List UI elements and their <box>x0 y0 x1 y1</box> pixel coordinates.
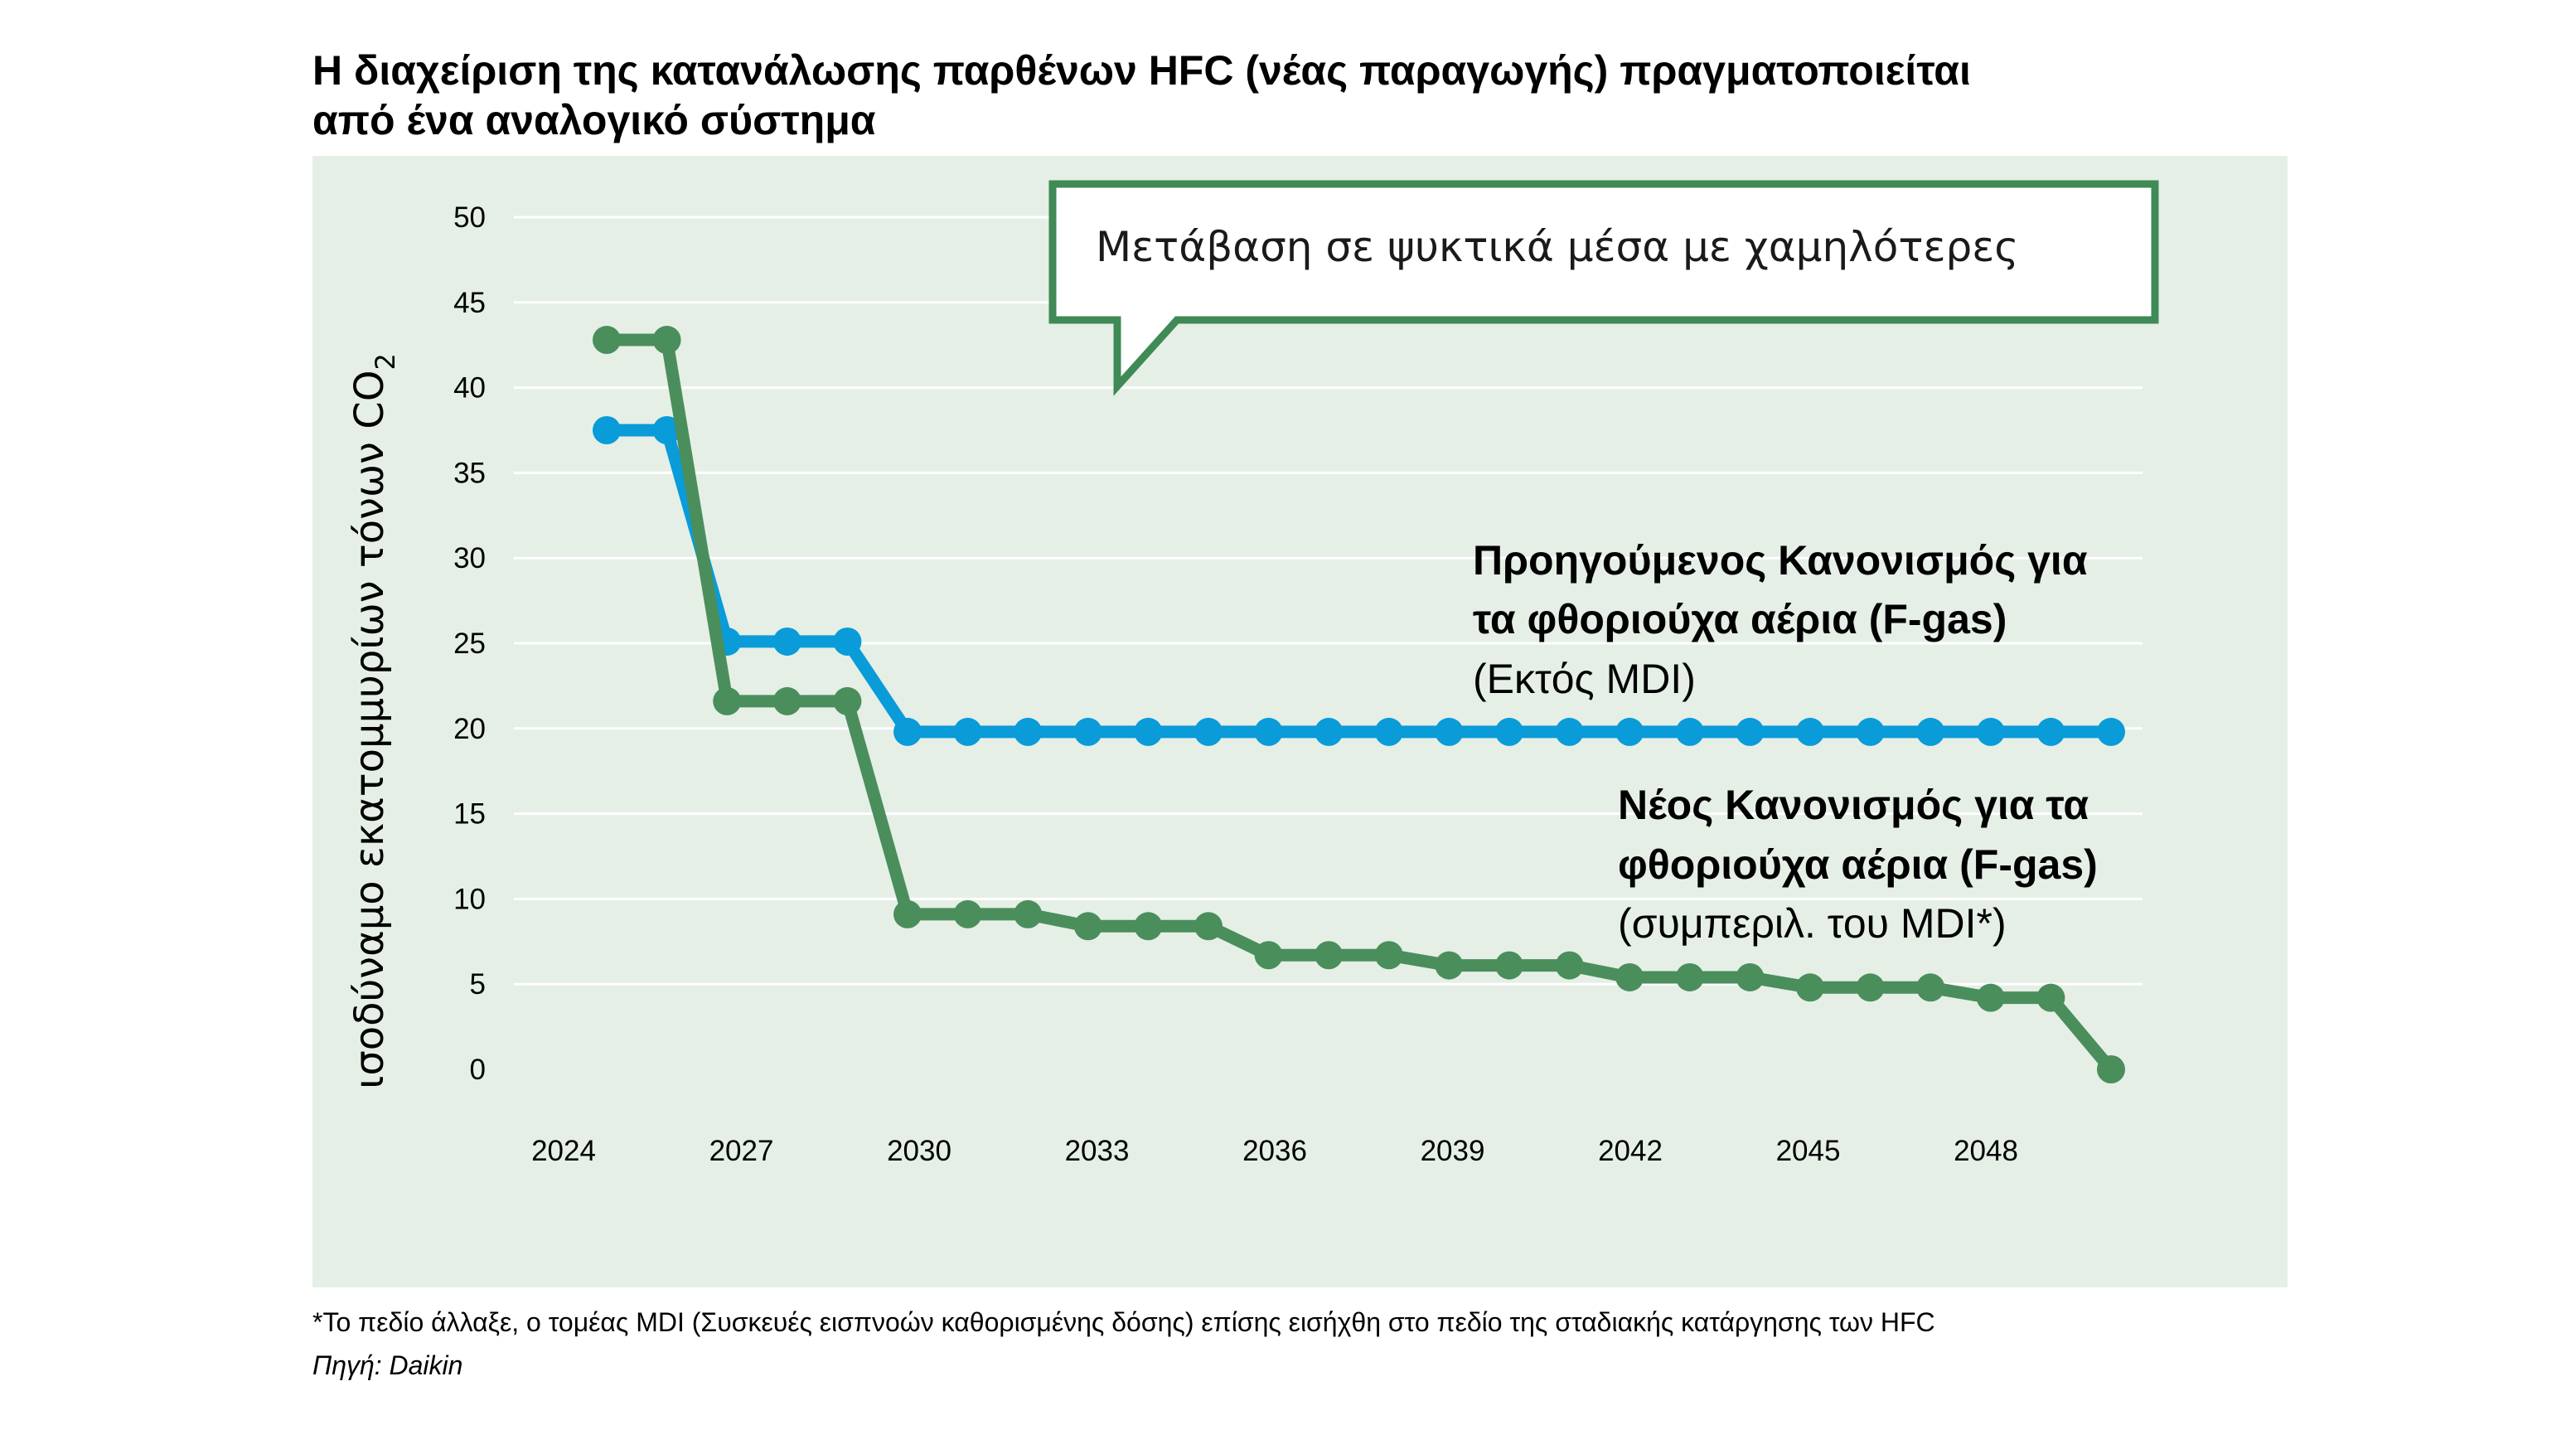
point-previous-2033 <box>1073 717 1102 746</box>
point-new-2047 <box>1916 973 1945 1002</box>
point-previous-2029 <box>833 627 862 656</box>
point-previous-2028 <box>772 627 801 656</box>
point-previous-2045 <box>1796 717 1824 746</box>
point-previous-2034 <box>1134 717 1163 746</box>
point-new-2037 <box>1315 941 1344 970</box>
label-previous-line2: τα φθοριούχα αέρια (F-gas) <box>1473 596 2007 642</box>
y-axis-label: ισοδύναμο εκατομμυρίων τόνων CO2 <box>346 353 401 1089</box>
point-new-2026 <box>652 326 681 355</box>
point-previous-2049 <box>2036 717 2065 746</box>
point-new-2039 <box>1435 951 1464 980</box>
y-tick-labels: 0 5 10 15 20 25 30 35 40 45 50 <box>453 201 486 1086</box>
point-previous-2038 <box>1374 717 1403 746</box>
point-new-2031 <box>953 899 982 928</box>
y-tick-25: 25 <box>453 628 486 660</box>
point-new-2033 <box>1073 912 1102 941</box>
y-tick-30: 30 <box>453 542 486 574</box>
chart-title-line1: Η διαχείριση της κατανάλωσης παρθένων HF… <box>312 47 1971 94</box>
point-previous-2041 <box>1555 717 1584 746</box>
y-tick-40: 40 <box>453 372 486 405</box>
x-tick-2048: 2048 <box>1954 1135 2018 1167</box>
point-new-2036 <box>1254 941 1283 970</box>
point-previous-2039 <box>1435 717 1464 746</box>
x-tick-2045: 2045 <box>1776 1135 1841 1167</box>
point-new-2044 <box>1736 962 1765 991</box>
point-new-2028 <box>772 686 801 715</box>
point-new-2049 <box>2036 983 2065 1012</box>
x-tick-2036: 2036 <box>1242 1135 1307 1167</box>
point-new-2041 <box>1555 951 1584 980</box>
point-new-2050 <box>2097 1055 2125 1083</box>
label-new-line3: (συμπεριλ. του MDI*) <box>1618 900 2007 947</box>
point-previous-2042 <box>1615 717 1644 746</box>
point-new-2048 <box>1976 983 2005 1012</box>
x-tick-2030: 2030 <box>887 1135 951 1167</box>
chart-title-line2: από ένα αναλογικό σύστημα <box>312 97 876 143</box>
point-previous-2030 <box>893 717 922 746</box>
point-previous-2047 <box>1916 717 1945 746</box>
point-previous-2040 <box>1495 717 1523 746</box>
point-new-2034 <box>1134 912 1163 941</box>
point-new-2032 <box>1014 899 1043 928</box>
y-tick-35: 35 <box>453 457 486 489</box>
x-tick-labels: 2024 2027 2030 2033 2036 2039 2042 2045 2048 <box>531 1135 2018 1167</box>
y-tick-20: 20 <box>453 713 486 745</box>
x-tick-2039: 2039 <box>1421 1135 1485 1167</box>
y-axis-label-subscript: 2 <box>370 353 401 370</box>
label-previous-line1: Προηγούμενος Κανονισμός για <box>1473 537 2088 584</box>
point-new-2043 <box>1675 962 1704 991</box>
point-new-2025 <box>593 326 621 355</box>
point-previous-2044 <box>1736 717 1765 746</box>
callout-box <box>1048 180 2159 396</box>
y-axis-label-main: ισοδύναμο εκατομμυρίων τόνων CO <box>346 370 393 1088</box>
y-tick-15: 15 <box>453 798 486 831</box>
x-tick-2033: 2033 <box>1065 1135 1130 1167</box>
x-tick-2042: 2042 <box>1598 1135 1663 1167</box>
point-previous-2050 <box>2097 717 2125 746</box>
point-new-2029 <box>833 686 862 715</box>
point-previous-2026 <box>652 416 681 444</box>
point-new-2035 <box>1194 912 1223 941</box>
point-new-2045 <box>1796 973 1824 1002</box>
point-new-2042 <box>1615 962 1644 991</box>
point-new-2038 <box>1374 941 1403 970</box>
y-tick-10: 10 <box>453 883 486 915</box>
point-previous-2046 <box>1856 717 1885 746</box>
y-tick-45: 45 <box>453 287 486 319</box>
point-previous-2043 <box>1675 717 1704 746</box>
point-previous-2031 <box>953 717 982 746</box>
point-previous-2037 <box>1315 717 1344 746</box>
y-tick-0: 0 <box>470 1054 486 1086</box>
point-previous-2036 <box>1254 717 1283 746</box>
y-tick-5: 5 <box>470 968 486 1001</box>
footnote: *Το πεδίο άλλαξε, ο τομέας MDI (Συσκευές… <box>312 1307 1935 1337</box>
point-previous-2032 <box>1014 717 1043 746</box>
label-new-line1: Νέος Κανονισμός για τα <box>1618 782 2089 828</box>
y-tick-50: 50 <box>453 201 486 234</box>
point-new-2046 <box>1856 973 1885 1002</box>
point-previous-2025 <box>593 416 621 444</box>
point-new-2030 <box>893 899 922 928</box>
point-new-2027 <box>713 686 742 715</box>
point-new-2040 <box>1495 951 1523 980</box>
label-previous-line3: (Εκτός MDI) <box>1473 656 1696 702</box>
point-previous-2035 <box>1194 717 1223 746</box>
series-layer <box>593 326 2125 1083</box>
source: Πηγή: Daikin <box>312 1350 462 1380</box>
label-new-line2: φθοριούχα αέρια (F-gas) <box>1618 841 2098 888</box>
x-tick-2027: 2027 <box>709 1135 774 1167</box>
point-previous-2048 <box>1976 717 2005 746</box>
callout-text: Μετάβαση σε ψυκτικά μέσα με χαμηλότερες <box>1096 223 2019 271</box>
x-tick-2024: 2024 <box>531 1135 596 1167</box>
